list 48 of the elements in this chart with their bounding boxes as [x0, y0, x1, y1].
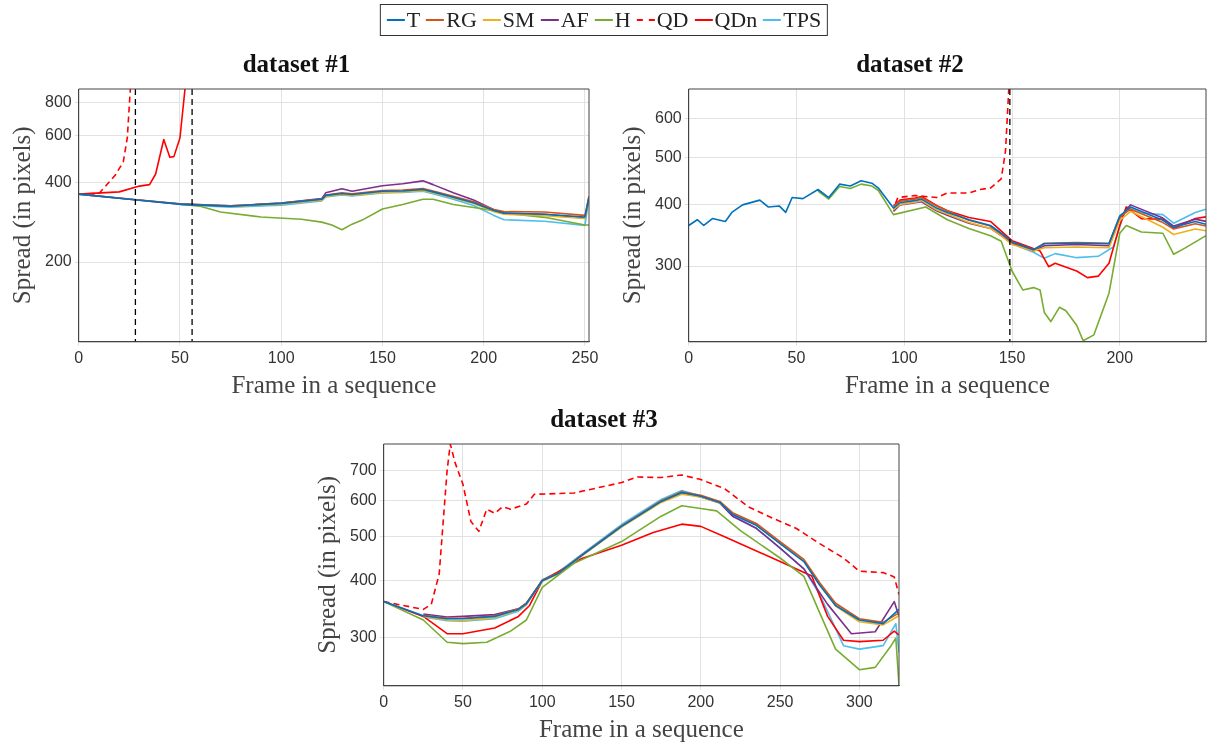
- x-axis-title: Frame in a sequence: [844, 370, 1050, 398]
- y-tick-label: 500: [654, 147, 682, 165]
- x-tick-label: 250: [571, 348, 599, 366]
- x-tick-label: 200: [470, 348, 498, 366]
- y-axis-title: Spread (in pixels): [312, 476, 341, 654]
- legend-label: H: [614, 7, 631, 33]
- y-tick-label: 400: [44, 172, 72, 190]
- y-tick-label: 400: [654, 195, 682, 213]
- y-tick-label: 400: [349, 571, 377, 589]
- x-tick-label: 0: [74, 348, 84, 366]
- y-tick-label: 300: [654, 256, 682, 274]
- x-tick-label: 300: [846, 692, 873, 710]
- x-axis-title: Frame in a sequence: [231, 370, 437, 398]
- chart-title: dataset #2: [856, 50, 964, 78]
- x-tick-label: 100: [267, 348, 295, 366]
- x-tick-label: 0: [684, 348, 694, 366]
- legend-label: QDn: [714, 7, 758, 33]
- y-tick-label: 800: [44, 92, 72, 110]
- x-tick-label: 200: [1106, 348, 1134, 366]
- y-tick-label: 600: [349, 491, 377, 509]
- x-tick-label: 100: [528, 692, 556, 710]
- legend-label: T: [406, 7, 421, 33]
- x-tick-label: 100: [890, 348, 918, 366]
- x-tick-label: 150: [998, 348, 1026, 366]
- x-tick-label: 0: [379, 692, 389, 710]
- legend-label: AF: [560, 7, 589, 33]
- x-tick-label: 200: [687, 692, 715, 710]
- x-tick-label: 50: [454, 692, 472, 710]
- x-axis-title: Frame in a sequence: [538, 714, 744, 742]
- legend-label: SM: [502, 7, 535, 33]
- x-tick-label: 250: [766, 692, 794, 710]
- x-tick-label: 150: [369, 348, 396, 366]
- chart-title: dataset #3: [550, 405, 658, 433]
- y-axis-title: Spread (in pixels): [617, 126, 646, 305]
- x-tick-label: 150: [608, 692, 635, 710]
- y-tick-label: 500: [349, 527, 377, 545]
- y-tick-label: 300: [349, 628, 377, 646]
- y-axis-title: Spread (in pixels): [7, 126, 36, 305]
- chart-title: dataset #1: [242, 50, 351, 78]
- x-tick-label: 50: [171, 348, 189, 366]
- y-tick-label: 600: [44, 126, 72, 144]
- legend-label: TPS: [783, 7, 822, 33]
- legend-label: QD: [656, 7, 689, 33]
- legend-label: RG: [446, 7, 477, 33]
- y-tick-label: 700: [349, 460, 377, 478]
- y-tick-label: 600: [654, 109, 682, 127]
- y-tick-label: 200: [44, 252, 72, 270]
- x-tick-label: 50: [787, 348, 806, 366]
